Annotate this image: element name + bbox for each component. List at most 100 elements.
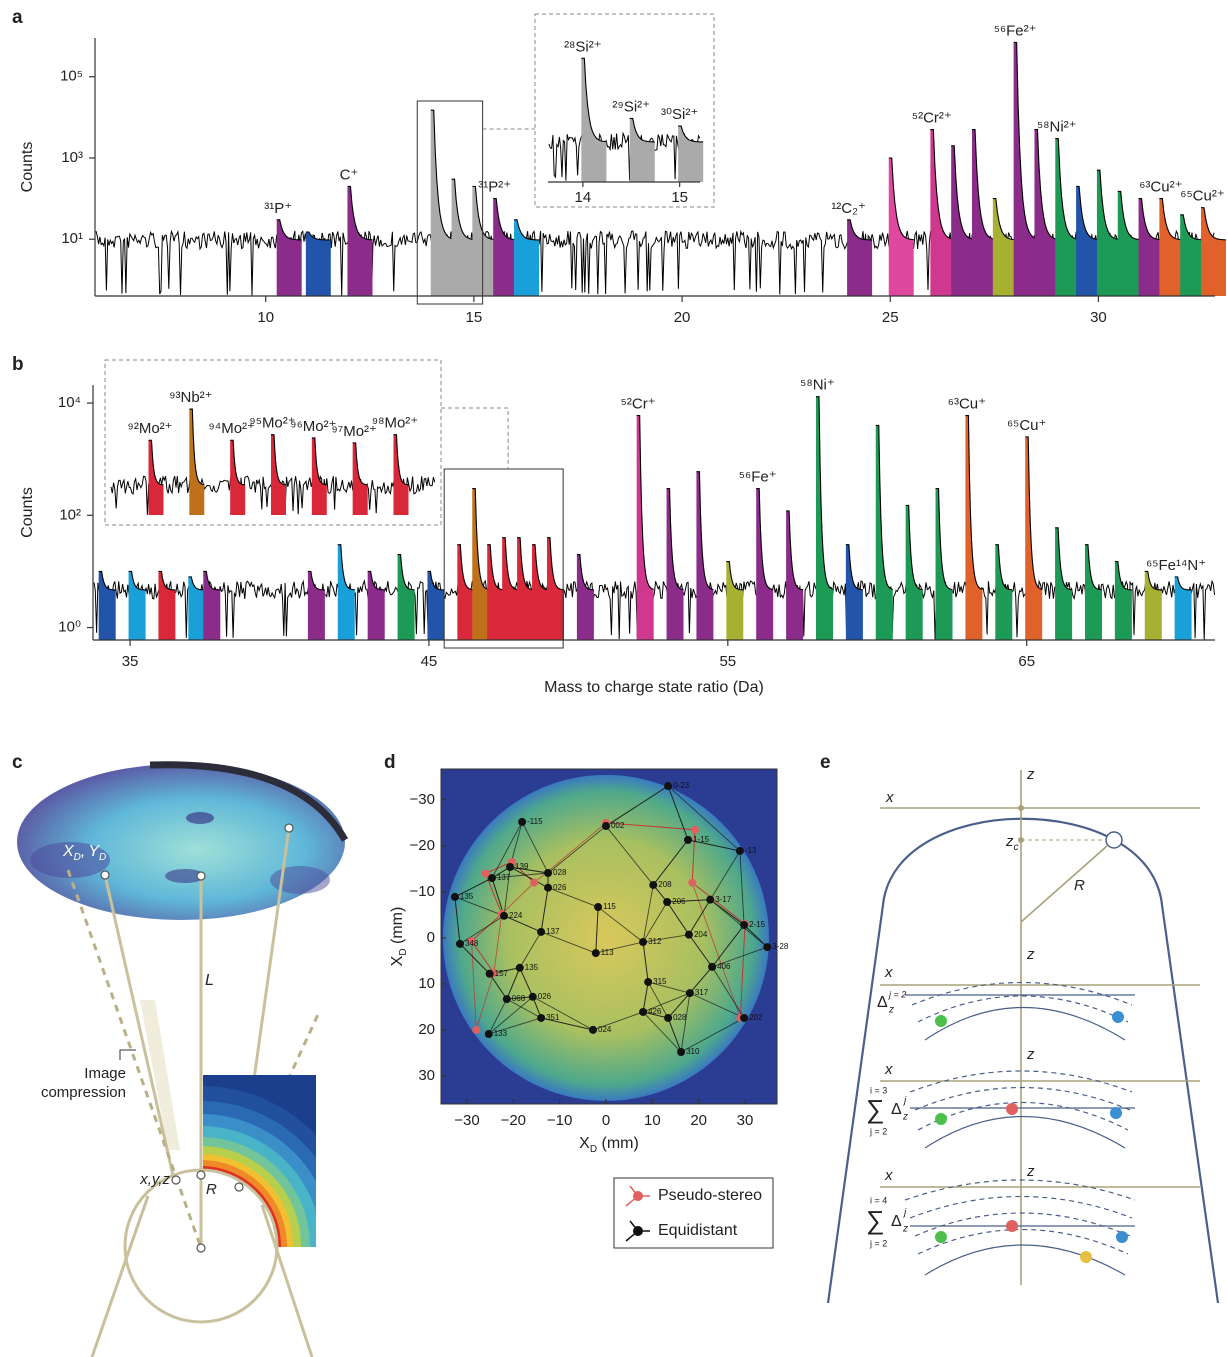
peak — [188, 577, 205, 640]
y-tick-label: 10 — [418, 975, 435, 992]
x-label: x — [884, 1167, 893, 1184]
x-label: x — [884, 1061, 893, 1078]
peak-label: ³⁰Si²⁺ — [661, 106, 698, 123]
y-tick-label: 10² — [59, 506, 81, 523]
peak — [277, 220, 302, 296]
peak-label: ⁵⁸Ni⁺ — [800, 377, 835, 394]
pole — [706, 896, 714, 904]
layer — [915, 1213, 1130, 1236]
peak — [1085, 545, 1102, 640]
surface — [925, 1008, 1125, 1041]
y-tick-label: 10¹ — [61, 230, 83, 247]
radius-label: R — [1074, 877, 1085, 894]
surface — [925, 1245, 1125, 1275]
z-label: z — [1026, 1046, 1035, 1063]
panel-e: e x z zc R x z Δ z j = 2 x z i = 3 ∑ j =… — [820, 752, 1218, 1303]
pole — [639, 938, 647, 946]
atom — [1006, 1103, 1018, 1115]
legend-label: Pseudo-stereo — [658, 1187, 762, 1204]
sum: ∑ — [866, 1205, 885, 1235]
panel-label: c — [12, 752, 23, 773]
pole-label: 068 — [512, 994, 526, 1003]
point — [172, 1176, 180, 1184]
blotch — [186, 812, 214, 824]
pole-label: 315 — [653, 977, 667, 986]
peak — [203, 571, 220, 640]
x-tick-label: 30 — [1090, 309, 1107, 326]
x-tick-label: 10 — [644, 1112, 661, 1129]
peak — [667, 489, 684, 640]
atom — [935, 1015, 947, 1027]
y-tick-label: 30 — [418, 1067, 435, 1084]
peak — [338, 545, 355, 640]
peak-label: ⁹⁷Mo²⁺ — [331, 423, 377, 440]
x-tick-label: 20 — [690, 1112, 707, 1129]
peak — [906, 505, 923, 640]
label-sub: D — [74, 852, 81, 863]
label-sub: D — [99, 852, 106, 863]
peak — [1145, 571, 1162, 640]
y-tick-label: −10 — [410, 883, 435, 900]
pole — [544, 869, 552, 877]
delta-sub: z — [902, 1224, 908, 1235]
peak-label: ⁶⁵Fe¹⁴N⁺ — [1146, 557, 1206, 574]
pole-label: 224 — [509, 911, 523, 920]
shank — [92, 1196, 148, 1357]
atom — [1006, 1220, 1018, 1232]
pole-label: 137 — [497, 873, 511, 882]
pole — [602, 822, 610, 830]
layer — [915, 1088, 1130, 1111]
pole — [530, 879, 538, 887]
coords-label: x,y,z — [139, 1171, 170, 1188]
pole-label: -13 — [745, 846, 757, 855]
peak-label: ⁵⁶Fe²⁺ — [994, 22, 1037, 39]
pole-label: 3-28 — [772, 942, 789, 951]
peak-label: ⁵²Cr⁺ — [621, 396, 656, 413]
pole-label: 208 — [658, 880, 672, 889]
peak — [786, 511, 803, 640]
peak — [472, 489, 489, 640]
pole-label: 026 — [553, 883, 567, 892]
peak — [99, 571, 116, 640]
label: X — [389, 955, 406, 966]
label-unit: (mm) — [597, 1135, 639, 1152]
legend-label: Equidistant — [658, 1222, 738, 1239]
pole-label: 137 — [546, 927, 560, 936]
trajectory — [105, 875, 174, 1180]
label-sub: D — [590, 1144, 597, 1155]
y-tick-label: 20 — [418, 1021, 435, 1038]
x-tick-label: 20 — [674, 309, 691, 326]
peak — [816, 397, 833, 640]
pole — [451, 893, 459, 901]
pole-label: 351 — [546, 1013, 560, 1022]
peak-label: C⁺ — [340, 166, 359, 183]
pole-label: 135 — [460, 892, 474, 901]
panel-label: b — [12, 354, 24, 375]
pole-label: 115 — [603, 902, 616, 911]
noise — [94, 581, 1215, 640]
pole — [481, 869, 489, 877]
zc-label: zc — [1005, 833, 1019, 853]
pole — [685, 931, 693, 939]
peak-label: ²⁸Si²⁺ — [564, 38, 602, 55]
pole — [518, 818, 526, 826]
sum-bottom: j = 2 — [869, 1238, 887, 1248]
pole-label: 157 — [495, 969, 509, 978]
pole-label: 317 — [695, 988, 709, 997]
peak-label: ⁹⁵Mo²⁺ — [249, 415, 295, 432]
peak — [514, 220, 539, 296]
peak-label: ³¹P²⁺ — [478, 179, 511, 196]
point — [197, 1244, 205, 1252]
atom — [935, 1231, 947, 1243]
pole — [677, 1048, 685, 1056]
radius-line — [1021, 846, 1107, 922]
y-tick-label: −30 — [410, 791, 435, 808]
peak — [502, 538, 519, 640]
x-tick-label: −30 — [454, 1112, 479, 1129]
y-tick-label: 0 — [427, 929, 435, 946]
connector — [441, 408, 508, 469]
pole — [472, 1026, 480, 1034]
detector-disk — [17, 764, 345, 920]
pole — [516, 964, 524, 972]
point — [285, 824, 293, 832]
